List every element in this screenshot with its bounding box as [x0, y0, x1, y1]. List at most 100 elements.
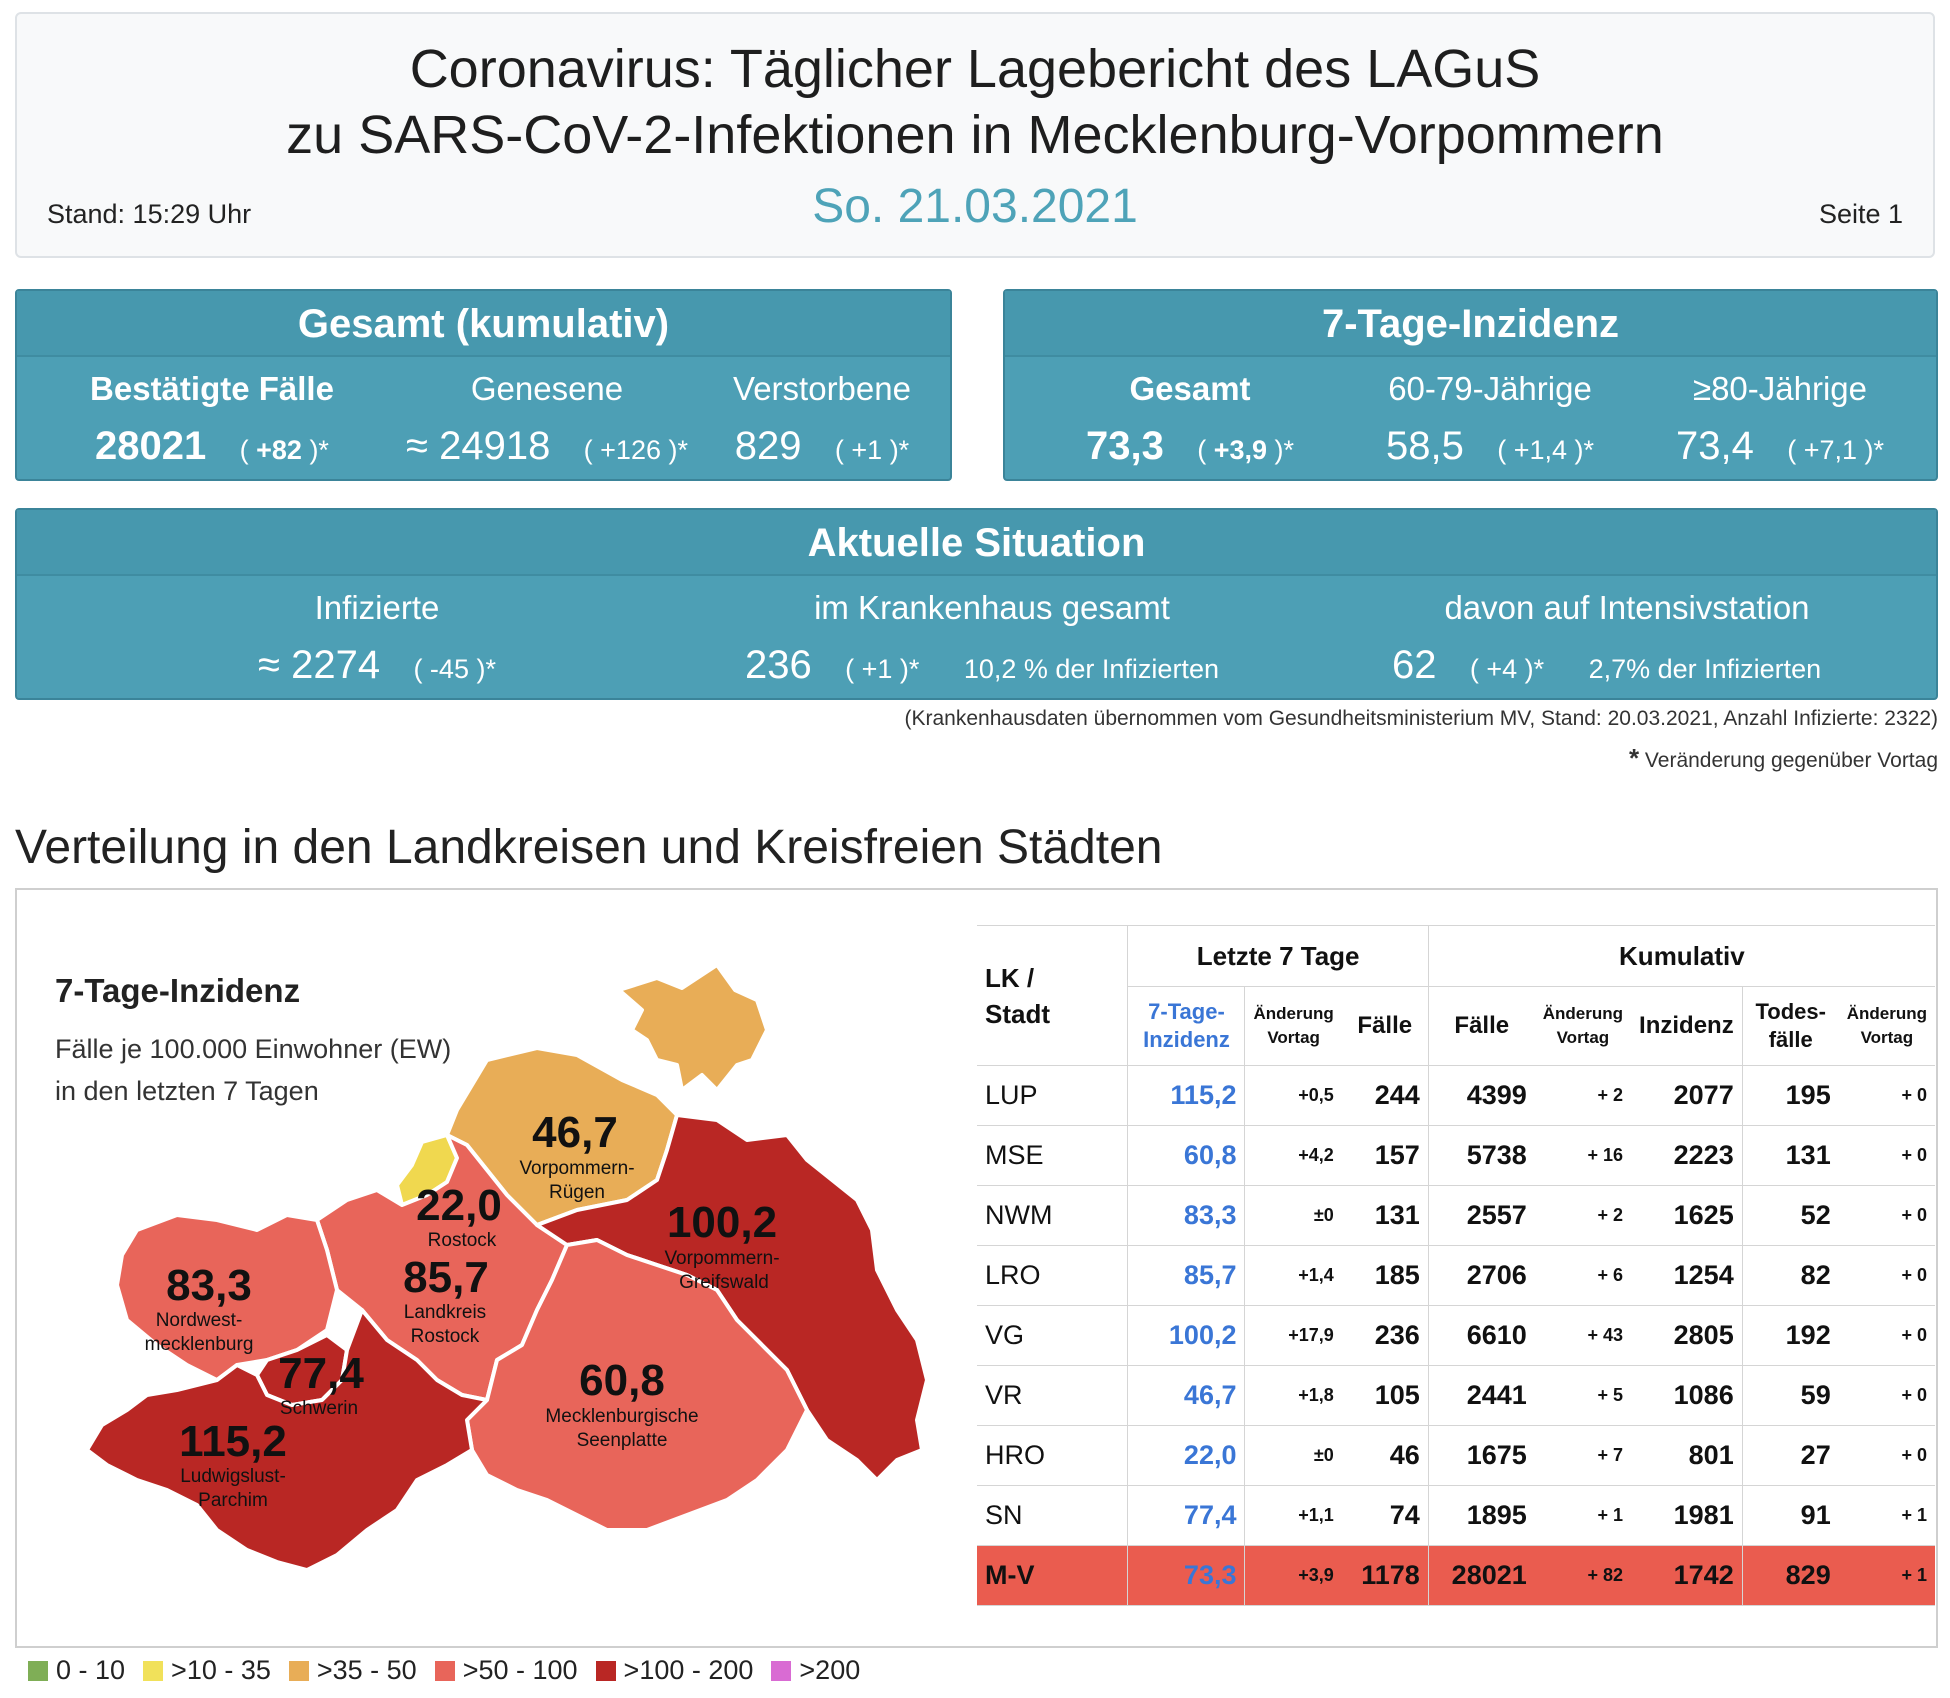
table-row: NWM 83,3 ±0 131 2557 + 2 1625 52 + 0 — [977, 1185, 1935, 1246]
delta: ( +3,9 )* — [1197, 435, 1294, 465]
col-value: ≈ 2274 ( -45 )* — [258, 643, 496, 687]
cell-inz: 100,2 — [1127, 1305, 1246, 1366]
cell-inzk: 2805 — [1631, 1305, 1743, 1366]
cell-chg: +1,8 — [1244, 1365, 1342, 1426]
label-nwm-value: 83,3 — [166, 1261, 252, 1310]
page-number: Seite 1 — [1818, 199, 1903, 229]
label-lup-name1: Ludwigslust- — [180, 1466, 286, 1487]
cell-name: LRO — [977, 1245, 1129, 1306]
legend-label: 0 - 10 — [56, 1655, 126, 1685]
cell-chg: +1,1 — [1244, 1485, 1342, 1546]
cell-tod: 59 — [1741, 1365, 1839, 1426]
cell-inzk: 1742 — [1631, 1545, 1743, 1606]
header-inzidenz7: 7-Tage- Inzidenz — [1127, 986, 1246, 1066]
label-mse-value: 60,8 — [579, 1356, 665, 1405]
cell-inzk: 2223 — [1631, 1125, 1743, 1186]
delta: ( -45 )* — [413, 654, 496, 684]
cell-fk: 2441 — [1427, 1365, 1535, 1426]
delta: ( +4 )* — [1469, 654, 1545, 684]
col-label: davon auf Intensivstation — [1444, 589, 1810, 626]
label-mse-name1: Mecklenburgische — [545, 1406, 698, 1427]
map-title: 7-Tage-Inzidenz — [55, 972, 301, 1009]
intensivstation: davon auf Intensivstation 62 ( +4 )* 2,7… — [1347, 588, 1907, 694]
change-note: * Veränderung gegenüber Vortag — [1628, 743, 1938, 773]
cell-inz: 60,8 — [1127, 1125, 1246, 1186]
cell-inz: 85,7 — [1127, 1245, 1246, 1306]
col-label: Gesamt — [1129, 370, 1251, 407]
cell-inzk: 1625 — [1631, 1185, 1743, 1246]
col-value: 73,4 ( +7,1 )* — [1675, 424, 1884, 468]
legend-swatch — [143, 1660, 164, 1681]
cell-tod: 195 — [1741, 1065, 1839, 1126]
cell-name: VR — [977, 1365, 1129, 1426]
cell-inz: 22,0 — [1127, 1425, 1246, 1486]
gesamt-title: Gesamt (kumulativ) — [17, 291, 950, 357]
delta: ( +1 )* — [845, 654, 920, 684]
cell-tod: 829 — [1741, 1545, 1839, 1606]
cell-f7: 74 — [1341, 1485, 1429, 1546]
cell-tod: 91 — [1741, 1485, 1839, 1546]
label-vg-name2: Greifswald — [679, 1272, 769, 1293]
report-title: Coronavirus: Täglicher Lagebericht des L… — [17, 36, 1933, 168]
cell-inz: 77,4 — [1127, 1485, 1246, 1546]
cell-fkc: + 1 — [1534, 1485, 1632, 1546]
label-lup-name2: Parchim — [198, 1490, 268, 1511]
col-value: 62 ( +4 )* 2,7% der Infizierten — [1392, 643, 1822, 687]
header-last7: Letzte 7 Tage — [1127, 925, 1429, 987]
legend-swatch — [771, 1660, 792, 1681]
cell-tod: 131 — [1741, 1125, 1839, 1186]
header-faelle7: Fälle — [1341, 986, 1429, 1066]
label-vg-value: 100,2 — [667, 1198, 777, 1247]
label-hro-name1: Rostock — [428, 1230, 497, 1251]
legend-item: >100 - 200 — [595, 1655, 753, 1686]
label-vr-name1: Vorpommern- — [519, 1158, 634, 1179]
cell-chg: +0,5 — [1244, 1065, 1342, 1126]
legend-item: >10 - 35 — [143, 1655, 271, 1686]
cell-fk: 2706 — [1427, 1245, 1535, 1306]
cell-todc: + 0 — [1838, 1425, 1935, 1486]
header-aenderung-kum: Änderung Vortag — [1534, 986, 1632, 1066]
situation-title: Aktuelle Situation — [17, 510, 1936, 576]
label-lro-name1: Landkreis — [404, 1302, 486, 1323]
cell-name: M-V — [977, 1545, 1129, 1606]
col-label: Infizierte — [314, 589, 440, 626]
delta: ( +126 )* — [583, 435, 688, 465]
cell-fkc: + 16 — [1534, 1125, 1632, 1186]
legend-item: >35 - 50 — [288, 1655, 417, 1686]
cell-fk: 2557 — [1427, 1185, 1535, 1246]
table-row: VG 100,2 +17,9 236 6610 + 43 2805 192 + 0 — [977, 1305, 1935, 1366]
cell-todc: + 0 — [1838, 1305, 1935, 1366]
region-seenplatte — [465, 1238, 809, 1532]
verstorbene: Verstorbene 829 ( +1 )* — [697, 369, 947, 475]
col-label: im Krankenhaus gesamt — [814, 589, 1170, 626]
legend-label: >35 - 50 — [316, 1655, 417, 1685]
cell-name: SN — [977, 1485, 1129, 1546]
cell-f7: 1178 — [1341, 1545, 1429, 1606]
cell-f7: 105 — [1341, 1365, 1429, 1426]
header-faelle-kum: Fälle — [1427, 986, 1535, 1066]
table-row: LUP 115,2 +0,5 244 4399 + 2 2077 195 + 0 — [977, 1065, 1935, 1126]
cell-fk: 1895 — [1427, 1485, 1535, 1546]
legend-label: >10 - 35 — [171, 1655, 271, 1685]
label-sn-value: 77,4 — [278, 1349, 364, 1398]
bestaetigte-faelle: Bestätigte Fälle 28021 ( +82 )* — [17, 369, 407, 475]
legend-label: >50 - 100 — [462, 1655, 578, 1685]
cell-chg: +4,2 — [1244, 1125, 1342, 1186]
label-nwm-name1: Nordwest- — [156, 1310, 243, 1331]
cell-inz: 83,3 — [1127, 1185, 1246, 1246]
region-vr-island — [617, 963, 769, 1092]
header-inzidenz-kum: Inzidenz — [1631, 986, 1743, 1066]
delta: ( +1 )* — [834, 435, 910, 465]
cell-fkc: + 2 — [1534, 1065, 1632, 1126]
percent-text: 2,7% der Infizierten — [1588, 654, 1822, 684]
delta: ( +1,4 )* — [1497, 435, 1594, 465]
inzidenz-80plus: ≥80-Jährige 73,4 ( +7,1 )* — [1625, 369, 1935, 475]
col-value: 58,5 ( +1,4 )* — [1385, 424, 1594, 468]
cell-chg: ±0 — [1244, 1185, 1342, 1246]
label-lro-value: 85,7 — [403, 1253, 489, 1302]
cell-inz: 73,3 — [1127, 1545, 1246, 1606]
cell-f7: 236 — [1341, 1305, 1429, 1366]
label-vr-value: 46,7 — [532, 1108, 618, 1157]
legend-item: >200 — [771, 1655, 860, 1686]
distribution-box: 46,7 Vorpommern- Rügen 22,0 Rostock 85,7… — [15, 888, 1938, 1648]
